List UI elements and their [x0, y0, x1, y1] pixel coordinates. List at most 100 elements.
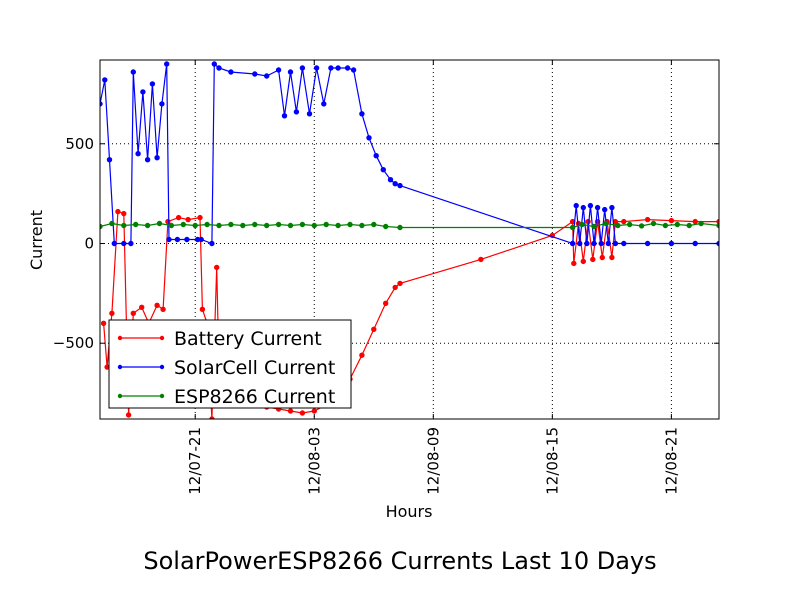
data-point	[580, 204, 586, 211]
data-point	[144, 157, 151, 163]
data-point	[591, 240, 597, 247]
legend-marker	[159, 335, 165, 341]
data-point	[240, 222, 246, 229]
data-point	[387, 177, 394, 183]
y-tick-label: 500	[65, 135, 94, 153]
y-tick-label: −500	[53, 334, 94, 352]
data-point	[275, 221, 282, 228]
data-point	[311, 408, 317, 414]
x-tick-label: 12/08-09	[424, 427, 442, 495]
data-point	[175, 214, 182, 221]
data-point	[216, 222, 222, 229]
y-tick-label: 0	[84, 234, 94, 252]
data-point	[397, 224, 403, 231]
data-point	[668, 240, 675, 247]
data-point	[598, 240, 604, 247]
data-point	[125, 412, 132, 418]
data-point	[165, 218, 171, 225]
ticks: 12/07-21 12/08-03 12/08-09 12/08-15 12/08-21…	[53, 60, 719, 495]
data-point	[577, 240, 583, 247]
data-point	[299, 65, 306, 71]
data-point	[638, 223, 645, 229]
data-point	[252, 71, 258, 77]
data-point	[198, 236, 204, 243]
data-point	[184, 236, 190, 243]
data-point	[299, 221, 306, 228]
data-point	[287, 222, 294, 229]
data-point	[392, 181, 398, 187]
data-point	[115, 208, 121, 215]
data-point	[128, 240, 134, 247]
data-point	[168, 222, 175, 229]
data-point	[139, 304, 145, 310]
data-point	[154, 155, 160, 161]
data-point	[569, 240, 576, 247]
data-point	[156, 220, 163, 227]
data-point	[366, 135, 372, 141]
data-point	[328, 65, 334, 71]
x-axis-label: Hours	[386, 502, 433, 521]
legend-label: Battery Current	[174, 328, 322, 350]
data-point	[180, 221, 187, 228]
data-point	[154, 302, 160, 308]
legend-item: ESP8266 Current	[117, 386, 335, 408]
data-point	[692, 218, 698, 225]
data-point	[612, 240, 619, 247]
data-point	[228, 69, 234, 75]
y-axis-label: Current	[27, 210, 46, 270]
data-point	[644, 240, 651, 247]
data-point	[644, 216, 651, 223]
legend-marker	[159, 364, 165, 370]
data-point	[594, 204, 601, 211]
data-point	[359, 111, 365, 117]
data-point	[627, 221, 633, 228]
data-point	[344, 65, 351, 71]
data-point	[160, 306, 166, 312]
data-point	[674, 221, 680, 228]
data-point	[347, 221, 353, 228]
data-point	[130, 69, 137, 75]
data-point	[306, 111, 313, 117]
data-point	[584, 240, 590, 247]
data-point	[571, 260, 577, 267]
data-point	[686, 222, 692, 229]
data-point	[275, 67, 282, 73]
data-point	[573, 202, 579, 209]
data-point	[335, 222, 341, 229]
data-point	[252, 221, 258, 228]
series-2	[100, 220, 719, 231]
data-point	[579, 221, 585, 228]
data-point	[159, 101, 165, 107]
x-tick-label: 12/08-03	[305, 427, 323, 495]
data-point	[106, 157, 113, 163]
data-point	[313, 65, 320, 71]
legend-marker	[159, 393, 165, 399]
data-point	[121, 210, 127, 217]
x-tick-label: 12/08-21	[662, 427, 680, 495]
data-point	[166, 236, 172, 243]
data-point	[609, 254, 615, 261]
data-point	[109, 220, 115, 227]
data-point	[293, 109, 300, 115]
data-point	[569, 224, 576, 231]
data-point	[650, 220, 657, 227]
data-point	[615, 222, 621, 229]
data-point	[121, 240, 127, 247]
data-point	[692, 240, 698, 247]
data-point	[321, 101, 327, 107]
legend-label: ESP8266 Current	[174, 386, 335, 408]
data-point	[214, 264, 220, 271]
data-point	[602, 206, 608, 213]
data-point	[102, 77, 108, 83]
data-point	[111, 240, 118, 247]
data-point	[133, 221, 139, 228]
data-point	[605, 240, 611, 247]
data-point	[100, 320, 107, 326]
data-point	[311, 222, 317, 229]
data-point	[621, 240, 627, 247]
legend-item: Battery Current	[117, 328, 322, 350]
data-point	[397, 280, 403, 287]
data-point	[662, 222, 669, 229]
data-point	[197, 214, 203, 221]
